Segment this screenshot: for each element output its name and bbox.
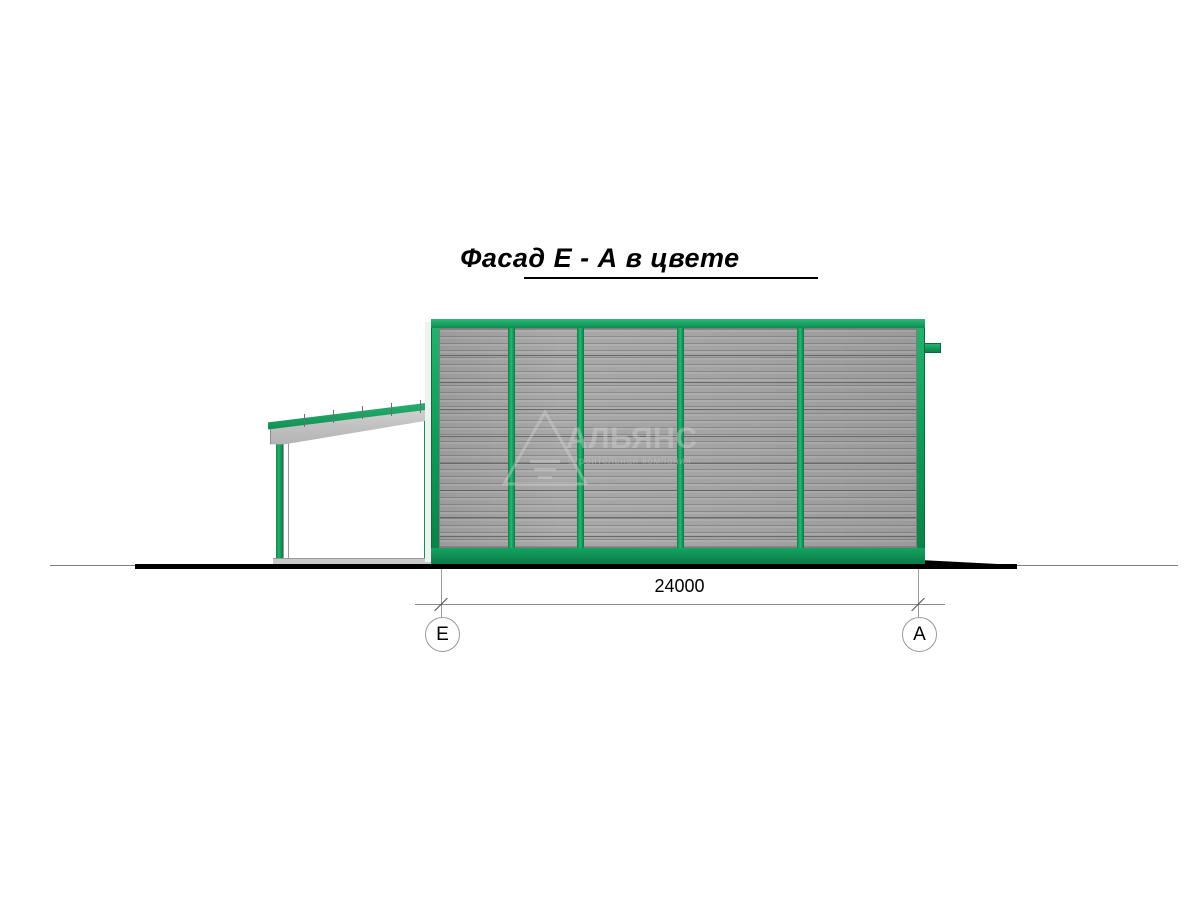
building-edge-highlight (425, 322, 431, 562)
extension-line-right (918, 569, 919, 617)
canopy-column-left (276, 430, 283, 560)
canopy-post (304, 414, 305, 427)
dimension-value: 24000 (654, 576, 705, 596)
canopy-structure (258, 400, 450, 570)
canopy-post (333, 410, 334, 423)
title-underline (524, 277, 818, 279)
wall-mullion (508, 327, 515, 549)
canopy-post (391, 403, 392, 416)
wall-mullion (677, 327, 684, 549)
ground-line-right-taper (920, 560, 1017, 569)
axis-bubble-left: Е (425, 617, 460, 652)
ground-line (135, 564, 1017, 569)
extension-line-left (441, 569, 442, 617)
wall-mullion (797, 327, 804, 549)
canopy-post (420, 400, 421, 413)
axis-bubble-right: А (902, 617, 937, 652)
dimension-line (441, 604, 918, 605)
roof-parapet-cap (431, 319, 925, 328)
canopy-post (362, 406, 363, 419)
wall-mullion (577, 327, 584, 549)
building-plinth (431, 548, 925, 564)
roof-drain-bracket (924, 343, 941, 353)
canopy-column-left-face (283, 432, 289, 560)
building-elevation (431, 319, 925, 564)
canopy-concrete-slab (273, 558, 435, 564)
page-title: Фасад Е - А в цвете (460, 243, 740, 273)
